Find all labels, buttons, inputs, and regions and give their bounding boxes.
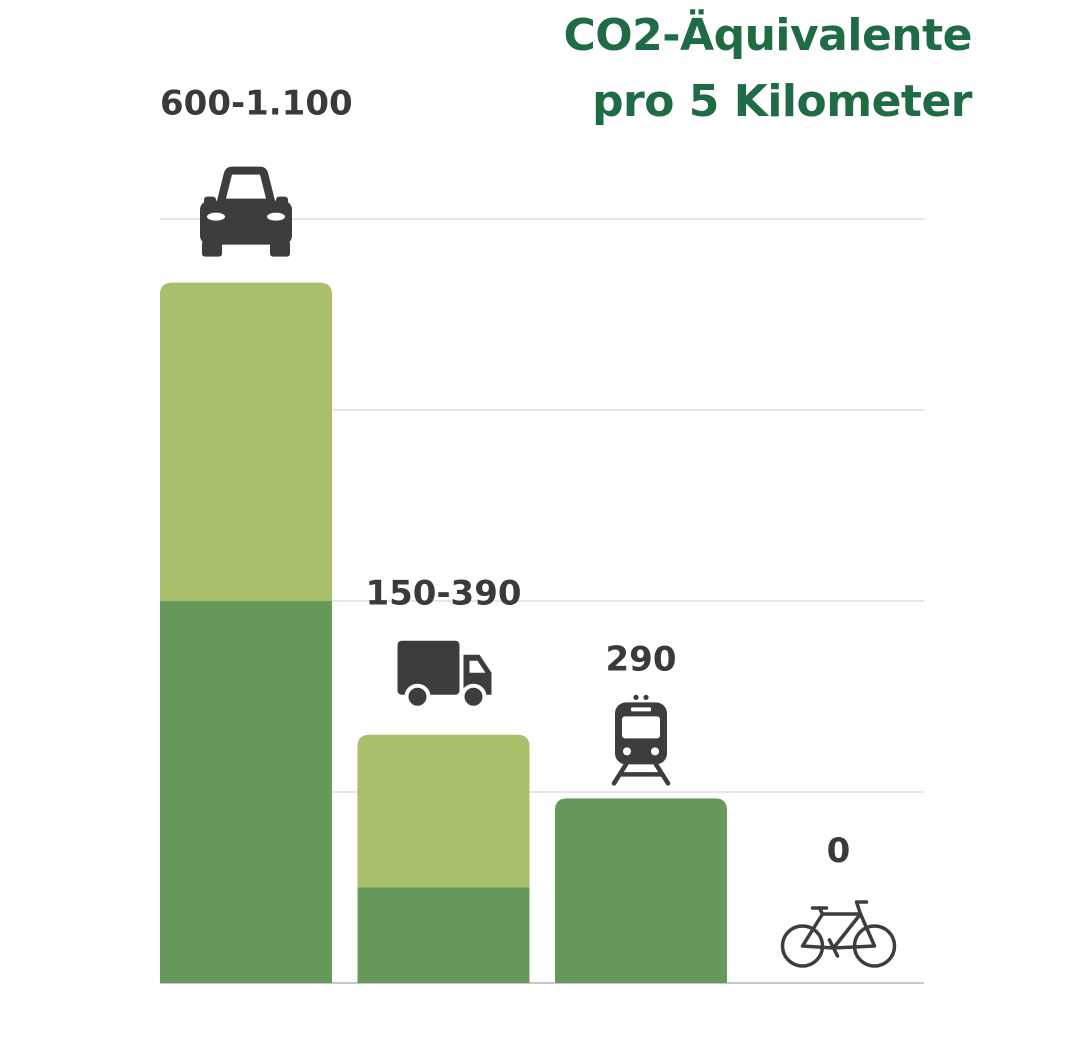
value-label-train: 290 xyxy=(606,639,677,679)
chart-title-line-1: CO2-Äquivalente xyxy=(563,10,972,61)
value-label-car: 600-1.100 xyxy=(160,84,353,124)
value-label-truck: 150-390 xyxy=(365,574,521,614)
value-label-bicycle: 0 xyxy=(827,831,851,871)
train-icon xyxy=(611,694,671,786)
chart-title-line-2: pro 5 Kilometer xyxy=(592,76,972,127)
bicycle-icon xyxy=(780,900,897,968)
bar-car-lower xyxy=(160,601,332,983)
car-icon xyxy=(200,166,292,257)
truck-icon xyxy=(397,640,492,710)
bar-truck-lower xyxy=(357,887,530,983)
bar-train-lower xyxy=(555,798,727,983)
